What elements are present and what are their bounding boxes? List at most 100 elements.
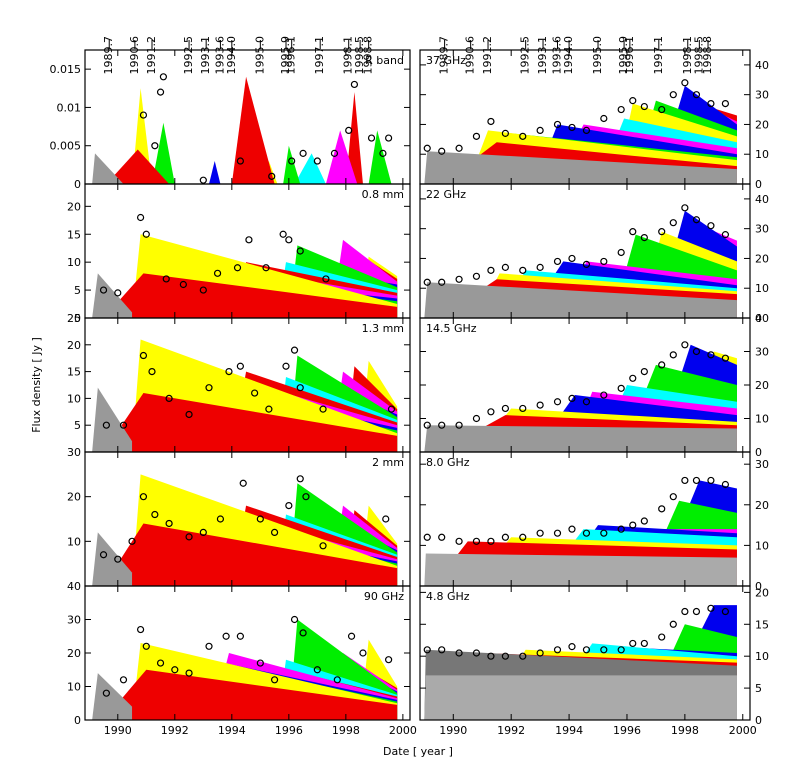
y-tick-label: 15 xyxy=(67,228,81,241)
data-point xyxy=(296,247,304,255)
data-point xyxy=(156,88,165,96)
flare-component xyxy=(92,673,133,720)
event-label: 1994.0 xyxy=(225,36,238,75)
panel-label: R band xyxy=(365,54,404,67)
data-point xyxy=(487,537,495,545)
x-tick-label: 1990 xyxy=(104,724,132,737)
data-point xyxy=(640,102,648,111)
data-point xyxy=(367,134,376,142)
event-label: 1989.7 xyxy=(102,36,115,75)
x-tick-label: 2000 xyxy=(389,724,417,737)
y-tick-label: 20 xyxy=(755,118,769,131)
flare-component xyxy=(103,393,398,452)
data-point xyxy=(582,646,591,654)
x-tick-label: 1996 xyxy=(613,724,641,737)
data-point xyxy=(296,475,304,483)
event-label: 1995.9 xyxy=(617,36,630,75)
data-point xyxy=(185,410,193,419)
data-point xyxy=(262,264,270,272)
data-point xyxy=(139,351,148,360)
flare-component xyxy=(424,553,737,586)
y-tick-label: 10 xyxy=(67,681,81,694)
x-tick-label: 1996 xyxy=(275,724,303,737)
y-tick-label: 0 xyxy=(755,178,762,191)
data-point xyxy=(285,502,293,510)
data-point xyxy=(658,105,666,114)
data-point xyxy=(245,236,253,244)
data-point xyxy=(455,537,463,545)
panel-label: 2 mm xyxy=(372,456,404,469)
data-point xyxy=(617,525,625,533)
event-label: 1993.1 xyxy=(199,36,212,75)
data-point xyxy=(692,347,701,356)
y-axis-label: Flux density [ Jy ] xyxy=(30,337,43,433)
panel-plot xyxy=(423,476,737,586)
data-point xyxy=(721,99,729,108)
data-point xyxy=(472,272,481,280)
event-label: 1998.1 xyxy=(342,36,355,75)
y-tick-label: 0.01 xyxy=(57,101,82,114)
panel-label: 22 GHz xyxy=(426,188,466,201)
x-tick-label: 1998 xyxy=(332,724,360,737)
x-tick-label: 1994 xyxy=(218,724,246,737)
data-point xyxy=(438,646,446,654)
data-point xyxy=(290,346,299,354)
data-point xyxy=(256,659,264,667)
data-point xyxy=(251,389,259,397)
data-point xyxy=(721,354,729,362)
y-tick-label: 20 xyxy=(755,252,769,265)
panel-plot xyxy=(92,339,398,452)
data-point xyxy=(553,646,562,654)
data-point xyxy=(236,362,244,370)
data-point xyxy=(288,157,296,165)
data-point xyxy=(270,676,279,684)
data-point xyxy=(313,157,321,165)
x-tick-label: 1990 xyxy=(439,724,467,737)
data-point xyxy=(438,147,446,155)
y-tick-label: 30 xyxy=(67,446,81,459)
data-point xyxy=(681,476,689,485)
data-point xyxy=(151,510,159,519)
y-tick-label: 10 xyxy=(67,392,81,405)
data-point xyxy=(536,263,544,271)
data-point xyxy=(519,132,527,140)
y-tick-label: 20 xyxy=(755,586,769,599)
data-point xyxy=(159,73,167,81)
panel-label: 1.3 mm xyxy=(362,322,404,335)
data-point xyxy=(185,533,193,541)
panel-plot xyxy=(92,474,398,586)
data-point xyxy=(302,493,310,501)
y-tick-label: 0.015 xyxy=(50,63,82,76)
event-label: 1997.1 xyxy=(313,36,326,75)
y-tick-label: 20 xyxy=(67,491,81,504)
y-tick-label: 5 xyxy=(74,419,81,432)
data-point xyxy=(333,676,341,684)
data-point xyxy=(385,134,393,142)
y-tick-label: 10 xyxy=(67,535,81,548)
data-point xyxy=(640,368,648,376)
event-label: 1992.5 xyxy=(519,36,532,75)
data-point xyxy=(225,368,233,376)
y-tick-label: 0 xyxy=(74,714,81,727)
data-point xyxy=(629,374,637,382)
data-point xyxy=(199,286,207,294)
event-label: 1998.8 xyxy=(701,36,714,75)
data-point xyxy=(617,248,625,257)
data-point xyxy=(387,405,396,413)
data-point xyxy=(487,266,495,274)
data-point xyxy=(239,479,247,487)
data-point xyxy=(707,222,715,230)
data-point xyxy=(472,132,481,140)
data-point xyxy=(385,656,393,664)
data-point xyxy=(568,123,576,132)
event-label: 1992.5 xyxy=(182,36,195,75)
data-point xyxy=(519,266,527,274)
data-point xyxy=(165,519,173,528)
event-label: 1989.7 xyxy=(438,36,451,75)
panel-label: 4.8 GHz xyxy=(426,590,470,603)
data-point xyxy=(658,228,666,236)
flare-component xyxy=(345,92,363,184)
data-point xyxy=(423,533,431,541)
data-point xyxy=(423,421,431,429)
